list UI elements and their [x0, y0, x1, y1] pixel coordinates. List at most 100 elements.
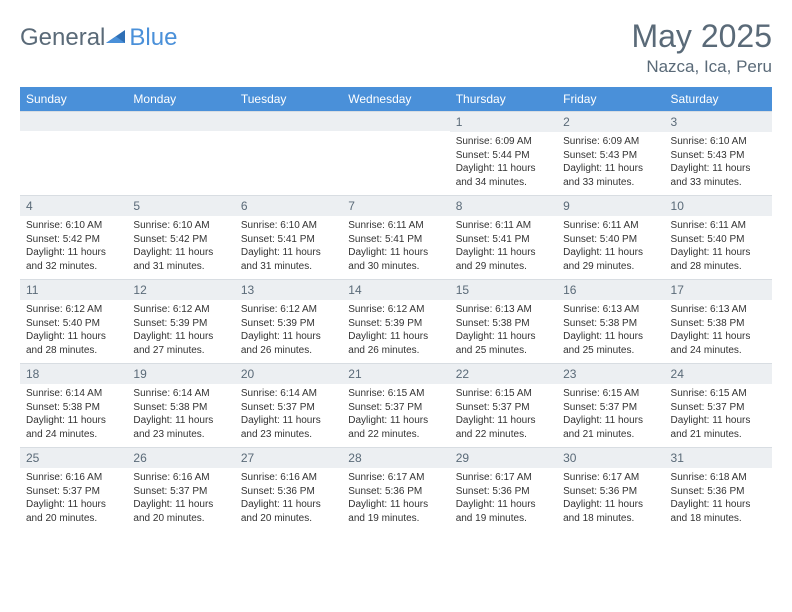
daylight-line: Daylight: 11 hours and 24 minutes. — [671, 330, 766, 357]
day-body — [342, 131, 449, 193]
day-body: Sunrise: 6:17 AMSunset: 5:36 PMDaylight:… — [557, 468, 664, 531]
day-body: Sunrise: 6:16 AMSunset: 5:37 PMDaylight:… — [127, 468, 234, 531]
logo-word-2: Blue — [129, 24, 177, 52]
day-body: Sunrise: 6:11 AMSunset: 5:41 PMDaylight:… — [450, 216, 557, 279]
day-number: 1 — [450, 111, 557, 132]
day-body: Sunrise: 6:14 AMSunset: 5:38 PMDaylight:… — [127, 384, 234, 447]
calendar-day-cell: 26Sunrise: 6:16 AMSunset: 5:37 PMDayligh… — [127, 447, 234, 531]
day-number: 10 — [665, 195, 772, 216]
day-number: 20 — [235, 363, 342, 384]
calendar-day-cell — [127, 111, 234, 195]
calendar-week-row: 1Sunrise: 6:09 AMSunset: 5:44 PMDaylight… — [20, 111, 772, 195]
sunset-line: Sunset: 5:38 PM — [26, 401, 121, 415]
sunset-line: Sunset: 5:37 PM — [241, 401, 336, 415]
day-number: 13 — [235, 279, 342, 300]
daylight-line: Daylight: 11 hours and 28 minutes. — [671, 246, 766, 273]
day-number: 25 — [20, 447, 127, 468]
day-body: Sunrise: 6:18 AMSunset: 5:36 PMDaylight:… — [665, 468, 772, 531]
day-number: 23 — [557, 363, 664, 384]
daylight-line: Daylight: 11 hours and 33 minutes. — [563, 162, 658, 189]
sunrise-line: Sunrise: 6:13 AM — [563, 303, 658, 317]
sunrise-line: Sunrise: 6:14 AM — [241, 387, 336, 401]
day-number: 16 — [557, 279, 664, 300]
day-body: Sunrise: 6:10 AMSunset: 5:42 PMDaylight:… — [20, 216, 127, 279]
day-body: Sunrise: 6:17 AMSunset: 5:36 PMDaylight:… — [450, 468, 557, 531]
day-number: 3 — [665, 111, 772, 132]
daylight-line: Daylight: 11 hours and 31 minutes. — [241, 246, 336, 273]
day-number: 15 — [450, 279, 557, 300]
daylight-line: Daylight: 11 hours and 29 minutes. — [563, 246, 658, 273]
weekday-header: Saturday — [665, 87, 772, 111]
sunrise-line: Sunrise: 6:12 AM — [241, 303, 336, 317]
daylight-line: Daylight: 11 hours and 32 minutes. — [26, 246, 121, 273]
day-body: Sunrise: 6:15 AMSunset: 5:37 PMDaylight:… — [342, 384, 449, 447]
location-text: Nazca, Ica, Peru — [631, 57, 772, 77]
sunset-line: Sunset: 5:41 PM — [241, 233, 336, 247]
day-body — [20, 131, 127, 193]
daylight-line: Daylight: 11 hours and 24 minutes. — [26, 414, 121, 441]
sunset-line: Sunset: 5:36 PM — [241, 485, 336, 499]
day-number: 11 — [20, 279, 127, 300]
calendar-day-cell: 6Sunrise: 6:10 AMSunset: 5:41 PMDaylight… — [235, 195, 342, 279]
day-body: Sunrise: 6:10 AMSunset: 5:42 PMDaylight:… — [127, 216, 234, 279]
sunset-line: Sunset: 5:38 PM — [563, 317, 658, 331]
sunrise-line: Sunrise: 6:11 AM — [563, 219, 658, 233]
daylight-line: Daylight: 11 hours and 26 minutes. — [241, 330, 336, 357]
sunset-line: Sunset: 5:36 PM — [671, 485, 766, 499]
weekday-header: Monday — [127, 87, 234, 111]
day-number: 7 — [342, 195, 449, 216]
day-body: Sunrise: 6:13 AMSunset: 5:38 PMDaylight:… — [557, 300, 664, 363]
day-number: 22 — [450, 363, 557, 384]
weekday-header: Friday — [557, 87, 664, 111]
sunrise-line: Sunrise: 6:17 AM — [456, 471, 551, 485]
weekday-header: Wednesday — [342, 87, 449, 111]
day-body: Sunrise: 6:12 AMSunset: 5:39 PMDaylight:… — [235, 300, 342, 363]
sunrise-line: Sunrise: 6:15 AM — [563, 387, 658, 401]
daylight-line: Daylight: 11 hours and 29 minutes. — [456, 246, 551, 273]
sunrise-line: Sunrise: 6:13 AM — [456, 303, 551, 317]
daylight-line: Daylight: 11 hours and 18 minutes. — [671, 498, 766, 525]
sunset-line: Sunset: 5:37 PM — [671, 401, 766, 415]
day-body — [235, 131, 342, 193]
sunrise-line: Sunrise: 6:12 AM — [26, 303, 121, 317]
day-body: Sunrise: 6:09 AMSunset: 5:44 PMDaylight:… — [450, 132, 557, 195]
sunrise-line: Sunrise: 6:09 AM — [456, 135, 551, 149]
calendar-day-cell: 1Sunrise: 6:09 AMSunset: 5:44 PMDaylight… — [450, 111, 557, 195]
day-number — [235, 111, 342, 131]
calendar-day-cell: 22Sunrise: 6:15 AMSunset: 5:37 PMDayligh… — [450, 363, 557, 447]
day-number: 26 — [127, 447, 234, 468]
day-body: Sunrise: 6:11 AMSunset: 5:40 PMDaylight:… — [665, 216, 772, 279]
calendar-day-cell — [235, 111, 342, 195]
sunset-line: Sunset: 5:38 PM — [133, 401, 228, 415]
day-number: 8 — [450, 195, 557, 216]
daylight-line: Daylight: 11 hours and 34 minutes. — [456, 162, 551, 189]
day-number: 30 — [557, 447, 664, 468]
day-number: 31 — [665, 447, 772, 468]
sunset-line: Sunset: 5:44 PM — [456, 149, 551, 163]
daylight-line: Daylight: 11 hours and 30 minutes. — [348, 246, 443, 273]
calendar-day-cell: 11Sunrise: 6:12 AMSunset: 5:40 PMDayligh… — [20, 279, 127, 363]
daylight-line: Daylight: 11 hours and 21 minutes. — [671, 414, 766, 441]
calendar-day-cell: 3Sunrise: 6:10 AMSunset: 5:43 PMDaylight… — [665, 111, 772, 195]
calendar-day-cell: 4Sunrise: 6:10 AMSunset: 5:42 PMDaylight… — [20, 195, 127, 279]
logo-word-1: General — [20, 24, 105, 52]
calendar-week-row: 18Sunrise: 6:14 AMSunset: 5:38 PMDayligh… — [20, 363, 772, 447]
sunset-line: Sunset: 5:37 PM — [348, 401, 443, 415]
calendar-day-cell — [20, 111, 127, 195]
day-body: Sunrise: 6:14 AMSunset: 5:38 PMDaylight:… — [20, 384, 127, 447]
calendar-day-cell: 25Sunrise: 6:16 AMSunset: 5:37 PMDayligh… — [20, 447, 127, 531]
calendar-day-cell: 20 Sunrise: 6:14 AMSunset: 5:37 PMDayligh… — [235, 363, 342, 447]
sunset-line: Sunset: 5:39 PM — [133, 317, 228, 331]
header-right: May 2025 Nazca, Ica, Peru — [631, 18, 772, 77]
sunset-line: Sunset: 5:41 PM — [348, 233, 443, 247]
sunset-line: Sunset: 5:40 PM — [563, 233, 658, 247]
day-body: Sunrise: 6:16 AMSunset: 5:37 PMDaylight:… — [20, 468, 127, 531]
sunset-line: Sunset: 5:37 PM — [26, 485, 121, 499]
day-number: 27 — [235, 447, 342, 468]
daylight-line: Daylight: 11 hours and 23 minutes. — [241, 414, 336, 441]
sunset-line: Sunset: 5:42 PM — [26, 233, 121, 247]
sunrise-line: Sunrise: 6:10 AM — [671, 135, 766, 149]
day-body — [127, 131, 234, 193]
sunrise-line: Sunrise: 6:12 AM — [348, 303, 443, 317]
day-number: 2 — [557, 111, 664, 132]
